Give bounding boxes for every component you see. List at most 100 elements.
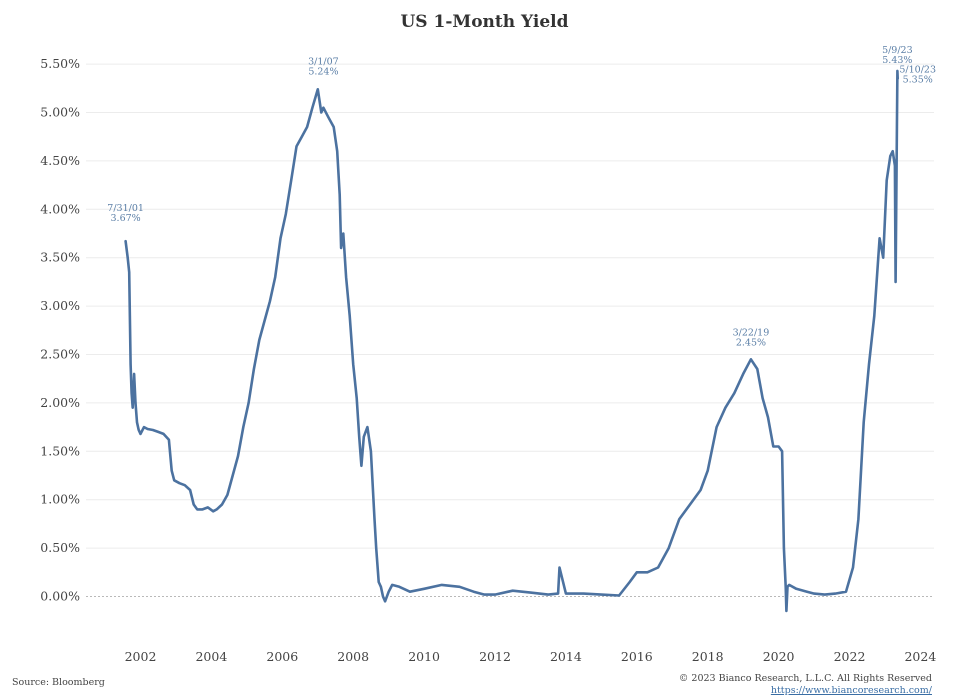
data-point <box>878 237 881 240</box>
data-point <box>327 116 330 119</box>
data-point <box>636 571 638 574</box>
data-point <box>706 469 709 472</box>
data-point <box>317 88 319 91</box>
data-point <box>387 590 390 593</box>
data-point <box>511 589 514 592</box>
data-point <box>795 588 798 590</box>
data-point <box>472 590 475 593</box>
annotation-date: 7/31/01 <box>107 203 144 214</box>
data-point <box>152 429 154 431</box>
data-point <box>857 518 860 520</box>
data-point <box>813 592 815 595</box>
data-point <box>274 276 277 278</box>
data-point <box>247 402 250 404</box>
data-point <box>845 590 847 593</box>
x-tick-label: 2008 <box>337 649 369 664</box>
data-point <box>483 593 486 596</box>
data-point <box>742 373 744 375</box>
annotation-date: 3/22/19 <box>733 327 770 338</box>
y-tick-label: 0.50% <box>40 540 80 555</box>
data-point <box>134 402 137 404</box>
data-point <box>781 450 783 453</box>
data-point <box>162 433 165 435</box>
data-point <box>196 508 198 511</box>
data-point <box>618 594 620 597</box>
data-point <box>628 581 631 583</box>
y-tick-label: 5.00% <box>40 105 80 120</box>
data-point <box>130 392 133 395</box>
data-point <box>352 363 355 366</box>
y-tick-label: 3.50% <box>40 250 80 265</box>
x-tick-label: 2020 <box>763 649 795 664</box>
data-point <box>212 510 214 513</box>
y-tick-label: 1.50% <box>40 443 80 458</box>
data-point <box>423 588 425 590</box>
data-point <box>201 508 204 511</box>
y-tick-label: 4.50% <box>40 153 80 168</box>
data-point <box>342 232 345 235</box>
annotation-value: 5.35% <box>903 75 933 86</box>
x-tick-label: 2024 <box>904 649 936 664</box>
website-link[interactable]: https://www.biancoresearch.com/ <box>770 685 932 696</box>
data-point <box>226 494 229 496</box>
data-point <box>322 106 325 109</box>
x-tick-label: 2004 <box>195 649 227 664</box>
grid-layer <box>86 63 934 597</box>
data-point <box>285 213 287 215</box>
data-point <box>657 566 659 569</box>
data-point <box>258 339 261 341</box>
data-point <box>290 179 293 182</box>
data-point <box>231 474 234 477</box>
data-point <box>301 135 303 138</box>
annotation-value: 5.43% <box>882 55 912 66</box>
data-point <box>873 315 876 317</box>
data-point <box>788 584 790 586</box>
data-point <box>834 592 837 595</box>
data-point <box>170 469 173 472</box>
data-point <box>547 593 549 596</box>
data-point <box>398 586 401 588</box>
data-point <box>358 436 361 438</box>
data-point <box>784 586 787 588</box>
data-point <box>750 358 752 361</box>
x-tick-label: 2022 <box>834 649 866 664</box>
data-point <box>338 194 341 196</box>
x-tick-label: 2018 <box>692 649 724 664</box>
data-point <box>733 392 736 395</box>
data-point <box>377 581 380 583</box>
source-note: Source: Bloomberg <box>12 677 105 688</box>
data-point <box>565 592 567 595</box>
annotation-date: 5/9/23 <box>882 45 913 56</box>
data-point <box>184 484 186 487</box>
data-point <box>600 593 603 596</box>
data-point <box>320 111 323 114</box>
annotation-value: 5.24% <box>308 66 338 77</box>
x-tick-label: 2010 <box>408 649 440 664</box>
data-point <box>124 240 127 242</box>
y-tick-label: 3.00% <box>40 298 80 313</box>
data-point <box>146 428 149 430</box>
annotation-layer: 7/31/013.67% 3/1/075.24% 3/22/192.45% 5/9/2… <box>107 45 936 348</box>
data-point <box>885 179 888 182</box>
data-point <box>237 455 239 457</box>
data-point <box>215 508 218 511</box>
y-tick-label: 0.00% <box>40 589 80 604</box>
data-point <box>136 421 138 424</box>
data-point <box>129 363 132 366</box>
x-tick-label: 2014 <box>550 649 582 664</box>
data-point <box>221 503 223 506</box>
plot-area <box>86 42 934 642</box>
data-point <box>558 566 561 569</box>
data-point <box>345 276 347 278</box>
data-point <box>823 593 826 596</box>
data-point <box>699 489 702 491</box>
data-point <box>494 593 496 596</box>
x-axis: 2002 2004 2006 2008 2010 2012 2014 2016 2018 2020… <box>125 649 937 664</box>
data-point <box>126 256 129 259</box>
data-point <box>373 518 376 520</box>
data-point <box>133 373 135 375</box>
data-point <box>189 489 191 491</box>
data-point <box>360 465 363 467</box>
data-point <box>348 315 351 317</box>
